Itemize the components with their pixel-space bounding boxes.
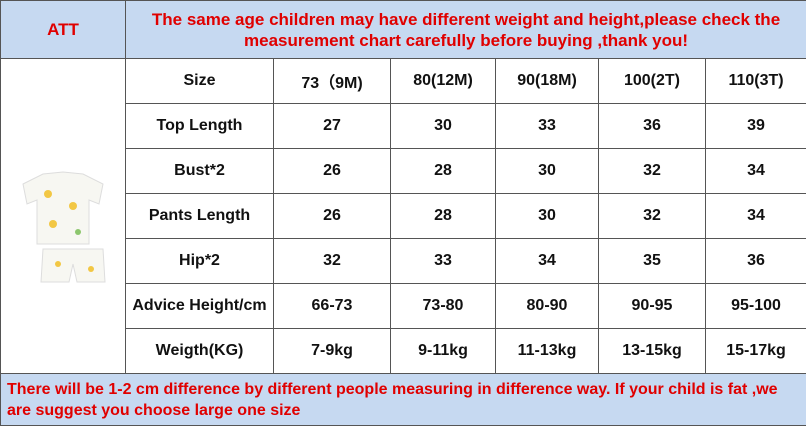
measure-row: Weigth(KG) 7-9kg 9-11kg 11-13kg 13-15kg 15-17… — [1, 328, 806, 374]
measure-value: 30 — [495, 148, 599, 194]
measure-value: 34 — [495, 238, 599, 284]
measure-value: 32 — [273, 238, 391, 284]
measure-row: Hip*2 32 33 34 35 36 — [1, 238, 806, 284]
measure-value: 39 — [704, 103, 806, 149]
measure-value: 90-95 — [598, 283, 706, 329]
measure-label: Advice Height/cm — [125, 283, 274, 329]
measure-row: Pants Length 26 28 30 32 34 — [1, 193, 806, 239]
measure-label: Top Length — [125, 103, 274, 149]
measure-label: Hip*2 — [125, 238, 274, 284]
tag: ATT — [0, 0, 126, 59]
measure-value: 73-80 — [390, 283, 496, 329]
measure-value: 95-100 — [704, 283, 806, 329]
measure-value: 35 — [598, 238, 706, 284]
measure-value: 36 — [704, 238, 806, 284]
measure-value: 28 — [390, 193, 496, 239]
size-header: 80(12M) — [390, 58, 496, 104]
measure-row: Bust*2 26 28 30 32 34 — [1, 148, 806, 194]
measure-value: 28 — [390, 148, 496, 194]
measure-row: Advice Height/cm 66-73 73-80 80-90 90-95 95-1… — [1, 283, 806, 329]
measure-value: 33 — [495, 103, 599, 149]
product-image — [0, 58, 126, 374]
measure-row: Top Length 27 30 33 36 39 — [1, 103, 806, 149]
measure-value: 32 — [598, 193, 706, 239]
measure-label: Weigth(KG) — [125, 328, 274, 374]
measure-label: Pants Length — [125, 193, 274, 239]
measure-value: 9-11kg — [390, 328, 496, 374]
measure-value: 30 — [495, 193, 599, 239]
notice: The same age children may have different… — [124, 0, 806, 59]
measure-value: 80-90 — [495, 283, 599, 329]
measure-value: 36 — [598, 103, 706, 149]
measure-value: 7-9kg — [273, 328, 391, 374]
measure-value: 26 — [273, 193, 391, 239]
measure-value: 34 — [704, 148, 806, 194]
header-row: ATT The same age children may have diffe… — [0, 0, 806, 59]
measure-value: 66-73 — [273, 283, 391, 329]
measure-value: 34 — [704, 193, 806, 239]
size-header: 73（9M) — [273, 58, 391, 104]
measure-value: 11-13kg — [495, 328, 599, 374]
label-header: Size — [125, 58, 274, 104]
footer-note: There will be 1-2 cm difference by diffe… — [0, 373, 806, 426]
measure-value: 33 — [390, 238, 496, 284]
footer-row: There will be 1-2 cm difference by diffe… — [0, 373, 806, 426]
measure-label: Bust*2 — [125, 148, 274, 194]
measure-value: 15-17kg — [704, 328, 806, 374]
measure-value: 26 — [273, 148, 391, 194]
size-header: 110(3T) — [704, 58, 806, 104]
clothes-illustration — [22, 170, 106, 282]
measure-value: 30 — [390, 103, 496, 149]
column-row: Size 73（9M) 80(12M) 90(18M) 100(2T) 110(3T) — [0, 58, 806, 374]
measure-value: 27 — [273, 103, 391, 149]
measure-value: 32 — [598, 148, 706, 194]
size-header: 100(2T) — [598, 58, 706, 104]
size-header: 90(18M) — [495, 58, 599, 104]
measure-value: 13-15kg — [598, 328, 706, 374]
